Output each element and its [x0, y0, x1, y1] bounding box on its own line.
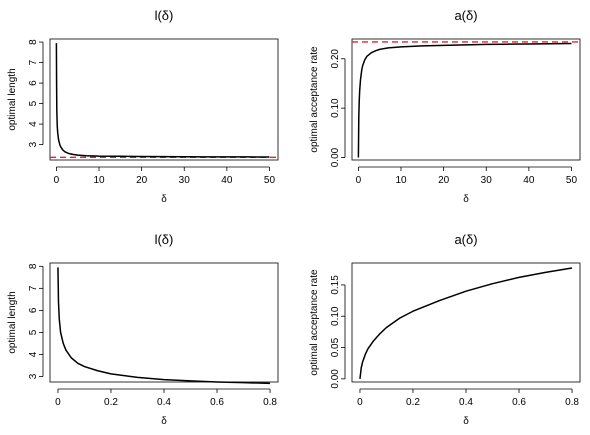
x-tick-label: 0	[54, 175, 60, 186]
plot-frame	[351, 38, 581, 161]
x-tick-label: 0.2	[406, 397, 420, 408]
x-tick-label: 0	[356, 175, 362, 186]
x-tick-label: 0	[55, 397, 61, 408]
y-tick-label: 0.05	[330, 337, 341, 357]
x-tick-label: 10	[93, 175, 105, 186]
x-tick-label: 0	[357, 397, 363, 408]
chart-panel-2: a(δ) 0 10 20 30 40 50 δ 0.00 0.10 0.20 optimal acce…	[309, 8, 581, 205]
y-tick-label: 7	[28, 59, 39, 65]
x-tick-label: 20	[136, 175, 148, 186]
y-tick-label: 0.10	[330, 306, 341, 326]
x-tick-label: 40	[221, 175, 233, 186]
plot-frame	[351, 262, 581, 383]
x-tick-label: 20	[438, 175, 450, 186]
y-tick-label: 0.10	[330, 98, 341, 118]
x-axis-label: δ	[463, 194, 469, 205]
plot-frame	[49, 262, 279, 383]
x-axis-label: δ	[463, 416, 469, 427]
y-tick-label: 0.15	[330, 275, 341, 295]
x-tick-label: 50	[264, 175, 276, 186]
y-tick-label: 7	[28, 285, 39, 291]
y-axis-label: optimal length	[7, 291, 18, 353]
x-tick-label: 0.4	[459, 397, 473, 408]
y-tick-label: 6	[28, 80, 39, 86]
x-tick-label: 0.6	[512, 397, 526, 408]
x-tick-label: 30	[179, 175, 191, 186]
y-tick-label: 3	[28, 141, 39, 147]
x-tick-label: 0.4	[157, 397, 171, 408]
chart-title: l(δ)	[155, 232, 174, 247]
x-tick-label: 0.8	[263, 397, 277, 408]
y-tick-label: 8	[28, 263, 39, 269]
plot-frame	[49, 38, 279, 161]
y-tick-label: 4	[28, 351, 39, 357]
y-tick-label: 5	[28, 100, 39, 106]
chart-title: l(δ)	[155, 8, 174, 23]
chart-panel-1: l(δ) 0 10 20 30 40 50 δ 3 4 5 6 7 8 optimal length	[7, 8, 279, 205]
y-axis-label: optimal acceptance rate	[309, 269, 320, 376]
x-tick-label: 0.2	[104, 397, 118, 408]
x-tick-label: 50	[566, 175, 578, 186]
series-line	[57, 267, 271, 385]
y-axis-label: optimal length	[7, 68, 18, 130]
x-tick-label: 0.8	[565, 397, 579, 408]
y-tick-label: 8	[28, 39, 39, 45]
x-tick-label: 30	[481, 175, 493, 186]
series-line	[55, 43, 270, 158]
y-tick-label: 6	[28, 307, 39, 313]
chart-title: a(δ)	[454, 232, 477, 247]
x-tick-label: 40	[523, 175, 535, 186]
y-tick-label: 0.00	[330, 369, 341, 389]
chart-panel-4: a(δ) 0 0.2 0.4 0.6 0.8 δ 0.00 0.05 0.10 0.15 optima…	[309, 232, 581, 427]
y-tick-label: 0.20	[330, 49, 341, 69]
chart-panel-3: l(δ) 0 0.2 0.4 0.6 0.8 δ 3 4 5 6 7 8 optimal length	[7, 232, 279, 427]
x-axis-label: δ	[161, 416, 167, 427]
y-axis-label: optimal acceptance rate	[309, 46, 320, 153]
y-tick-label: 4	[28, 121, 39, 127]
chart-title: a(δ)	[454, 8, 477, 23]
x-axis-label: δ	[161, 194, 167, 205]
series-line	[357, 42, 572, 158]
series-line	[359, 267, 573, 379]
x-tick-label: 10	[395, 175, 407, 186]
x-tick-label: 0.6	[210, 397, 224, 408]
y-tick-label: 3	[28, 373, 39, 379]
y-tick-label: 0.00	[330, 147, 341, 167]
y-tick-label: 5	[28, 329, 39, 335]
